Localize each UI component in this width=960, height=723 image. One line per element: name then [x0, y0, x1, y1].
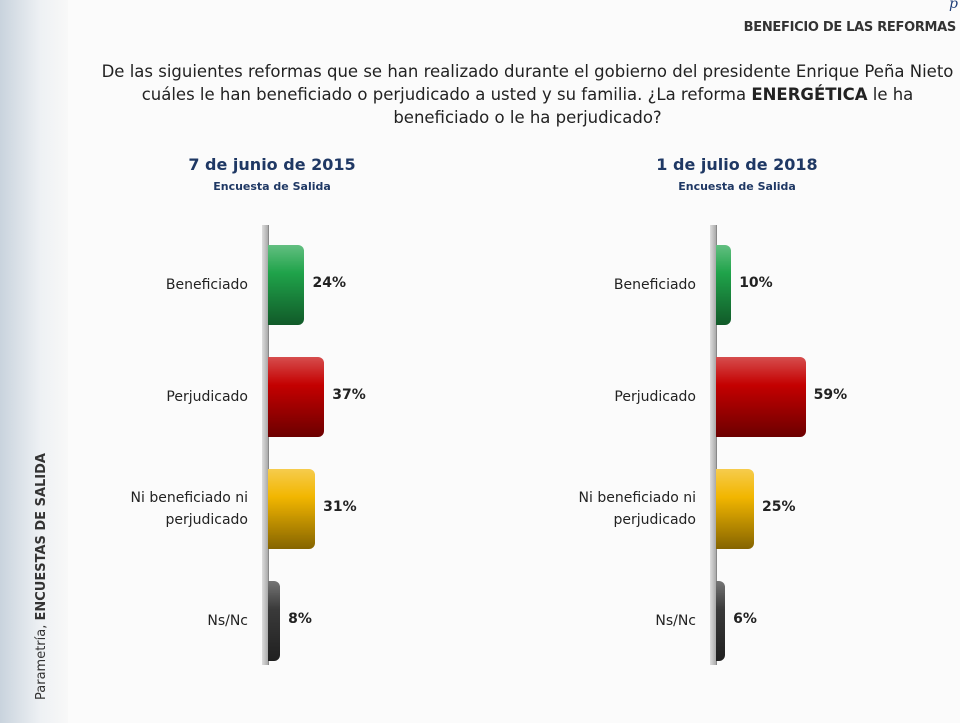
chart-title: 1 de julio de 2018 — [656, 155, 818, 174]
source-emphasis: ENCUESTAS DE SALIDA — [34, 453, 49, 621]
question-emphasis: ENERGÉTICA — [751, 85, 868, 104]
category-label: Beneficiado — [165, 277, 248, 293]
header: BENEFICIO DE LAS REFORMAS — [743, 20, 957, 35]
bar — [268, 357, 325, 437]
value-label: 25% — [762, 499, 796, 515]
bar — [716, 245, 732, 325]
bar — [268, 469, 316, 549]
value-label: 59% — [813, 387, 848, 403]
bar — [716, 469, 754, 549]
bar — [268, 245, 305, 325]
corner-mark: p — [949, 0, 958, 12]
bar — [716, 581, 726, 661]
chart-subtitle: Encuesta de Salida — [213, 180, 331, 193]
category-label: Ns/Nc — [655, 613, 696, 629]
bar — [268, 581, 281, 661]
sidebar-text: Parametría, ENCUESTAS DE SALIDA — [34, 453, 49, 700]
axis-wall — [262, 225, 269, 665]
category-label: Perjudicado — [614, 389, 696, 405]
value-label: 24% — [312, 275, 346, 291]
chart-subtitle: Encuesta de Salida — [678, 180, 796, 193]
axis-wall — [710, 225, 717, 665]
value-label: 6% — [733, 611, 757, 627]
sidebar-background — [0, 0, 68, 723]
value-label: 37% — [332, 387, 366, 403]
value-label: 8% — [288, 611, 312, 627]
category-label: Ni beneficiado ni perjudicado — [578, 490, 696, 528]
source: Parametría, — [34, 620, 49, 700]
category-label: Ni beneficiado ni perjudicado — [130, 490, 248, 528]
category-label: Beneficiado — [613, 277, 696, 293]
value-label: 31% — [323, 499, 357, 515]
bar — [716, 357, 806, 437]
question: De las siguientes reformas que se han re… — [95, 60, 960, 129]
category-label: Ns/Nc — [207, 613, 248, 629]
question-text: De las siguientes reformas que se han re… — [101, 62, 954, 104]
question-text: le ha beneficiado o le ha perjudicado? — [393, 85, 914, 127]
category-label: Perjudicado — [166, 389, 248, 405]
chart-title: 7 de junio de 2015 — [188, 155, 356, 174]
value-label: 10% — [739, 275, 773, 291]
